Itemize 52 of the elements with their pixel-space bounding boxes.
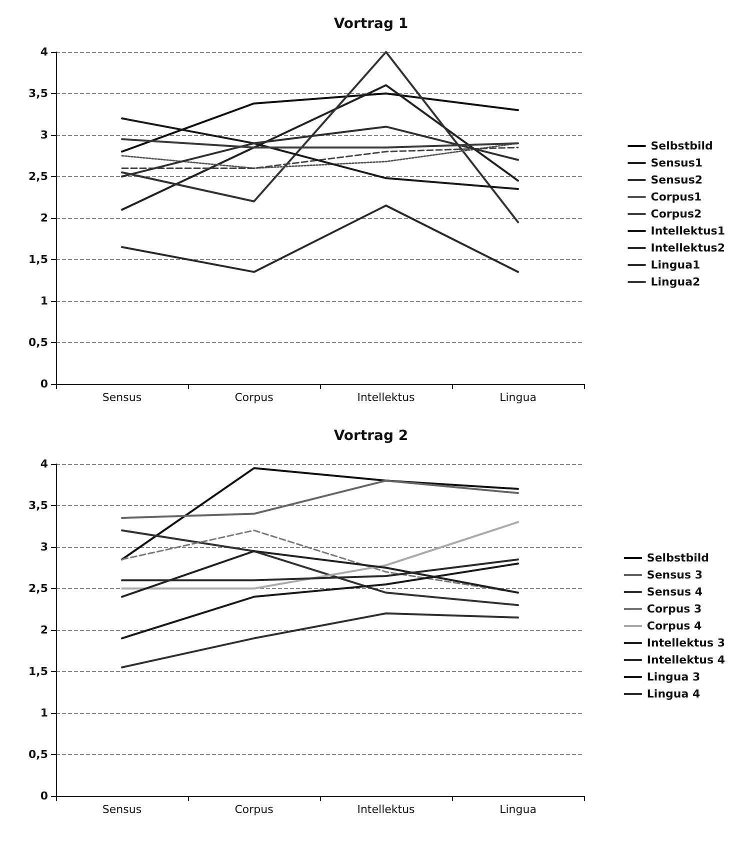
y-tick-label: 0: [40, 378, 48, 390]
chart-title: Vortrag 1: [334, 16, 408, 32]
x-tick-label: Sensus: [102, 391, 142, 404]
legend-label: Sensus1: [650, 156, 703, 170]
line-series: [121, 84, 519, 211]
x-tick-label: Corpus: [234, 803, 274, 816]
line-series: [121, 51, 519, 224]
y-tick-label: 0: [40, 790, 48, 802]
y-tick-label: 3,5: [28, 499, 48, 512]
y-tick-label: 2: [40, 212, 48, 224]
chart-title: Vortrag 2: [334, 428, 408, 444]
y-tick-label: 3: [40, 540, 48, 554]
x-tick-label: Sensus: [102, 803, 142, 816]
legend-label: Corpus 4: [646, 620, 702, 632]
y-tick-label: 4: [40, 458, 48, 470]
legend-label: Lingua 3: [646, 670, 700, 684]
legend-label: Selbstbild: [646, 552, 710, 564]
line-series: [121, 467, 519, 560]
x-tick-label: Lingua: [500, 391, 536, 404]
legend-label: Intellektus 4: [646, 654, 726, 666]
legend-label: Lingua 4: [646, 688, 700, 700]
y-tick-label: 1: [40, 294, 48, 308]
legend-label: Selbstbild: [650, 140, 713, 152]
line-series: [121, 529, 519, 606]
line-series: [121, 612, 519, 668]
legend-label: Corpus 3: [646, 602, 702, 616]
legend-label: Corpus2: [650, 208, 702, 220]
y-tick-label: 1,5: [28, 665, 48, 678]
line-series: [121, 480, 519, 519]
y-tick-label: 4: [40, 46, 48, 58]
y-tick-label: 0,5: [28, 748, 48, 761]
legend-label: Intellektus1: [650, 224, 725, 238]
legend-label: Intellektus 3: [646, 636, 726, 650]
y-tick-label: 1: [40, 706, 48, 720]
x-tick-label: Corpus: [234, 391, 274, 404]
x-tick-label: Intellektus: [357, 391, 416, 404]
legend-label: Lingua1: [650, 258, 700, 272]
x-tick-label: Lingua: [500, 803, 536, 816]
legend-label: Lingua2: [650, 276, 700, 288]
legend-label: Sensus2: [650, 174, 703, 186]
legend-label: Intellektus2: [650, 242, 725, 254]
y-tick-label: 1,5: [28, 253, 48, 266]
legend-label: Sensus 4: [646, 586, 703, 598]
legend-label: Corpus1: [650, 190, 702, 204]
legend-label: Sensus 3: [646, 568, 703, 582]
y-tick-label: 3,5: [28, 87, 48, 100]
y-tick-label: 3: [40, 128, 48, 142]
y-tick-label: 2,5: [28, 170, 48, 183]
y-tick-label: 0,5: [28, 336, 48, 349]
y-tick-label: 2: [40, 624, 48, 636]
x-tick-label: Intellektus: [357, 803, 416, 816]
y-tick-label: 2,5: [28, 582, 48, 595]
